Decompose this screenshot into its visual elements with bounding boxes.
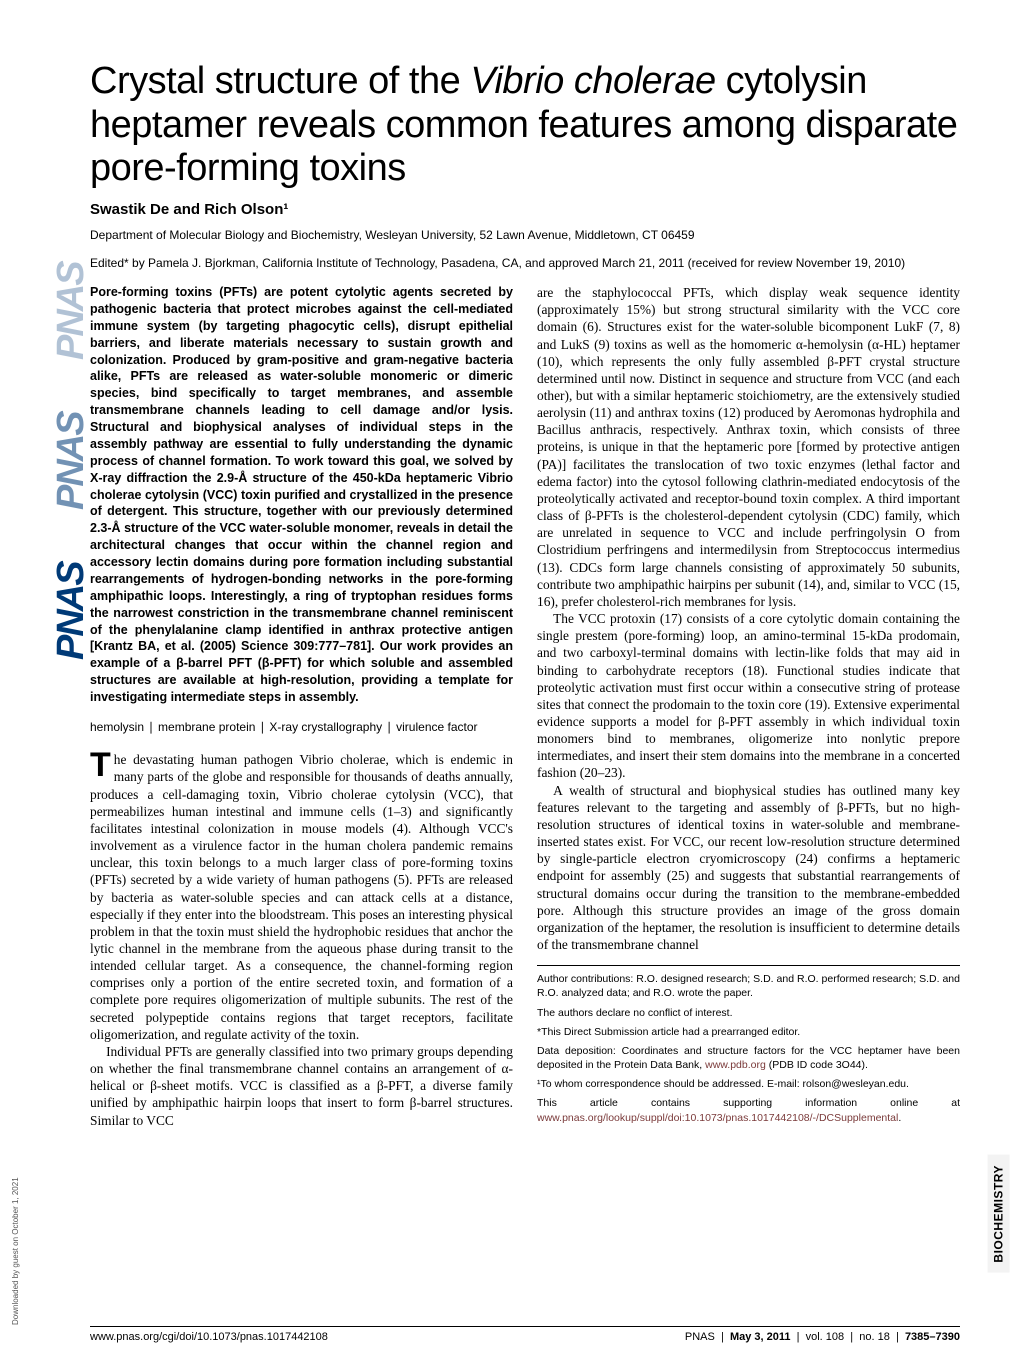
footnotes: Author contributions: R.O. designed rese… <box>537 965 960 1125</box>
footnote-correspond: ¹To whom correspondence should be addres… <box>537 1077 960 1091</box>
footnote-suppl-suffix: . <box>898 1112 901 1124</box>
footer-right: PNAS | May 3, 2011 | vol. 108 | no. 18 |… <box>685 1331 960 1343</box>
body-p4: The VCC protoxin (17) consists of a core… <box>537 610 960 782</box>
kw-1: hemolysin <box>90 720 144 734</box>
page-footer: www.pnas.org/cgi/doi/10.1073/pnas.101744… <box>90 1326 960 1343</box>
footnote-suppl: This article contains supporting informa… <box>537 1096 960 1124</box>
footer-doi: www.pnas.org/cgi/doi/10.1073/pnas.101744… <box>90 1331 328 1343</box>
dropcap: T <box>90 751 114 780</box>
affiliation: Department of Molecular Biology and Bioc… <box>90 228 960 242</box>
edited-by: Edited* by Pamela J. Bjorkman, Californi… <box>90 256 960 270</box>
footer-pages: 7385–7390 <box>905 1331 960 1343</box>
footnote-deposition: Data deposition: Coordinates and structu… <box>537 1044 960 1072</box>
body-p3: are the staphylococcal PFTs, which displ… <box>537 284 960 610</box>
footer-date: May 3, 2011 <box>730 1331 791 1343</box>
kw-4: virulence factor <box>396 720 477 734</box>
footnote-editor: *This Direct Submission article had a pr… <box>537 1025 960 1039</box>
authors: Swastik De and Rich Olson¹ <box>90 201 960 218</box>
abstract: Pore-forming toxins (PFTs) are potent cy… <box>90 284 513 706</box>
kw-2: membrane protein <box>158 720 255 734</box>
body-p1: The devastating human pathogen Vibrio ch… <box>90 751 513 1043</box>
footnote-dep-suffix: (PDB ID code 3O44). <box>766 1059 868 1071</box>
footnote-contrib: Author contributions: R.O. designed rese… <box>537 972 960 1000</box>
body-columns: Pore-forming toxins (PFTs) are potent cy… <box>90 284 960 1129</box>
footer-journal: PNAS <box>685 1331 715 1343</box>
title-italic: Vibrio cholerae <box>470 60 715 102</box>
pdb-link[interactable]: www.pdb.org <box>705 1059 766 1071</box>
article-title: Crystal structure of the Vibrio cholerae… <box>90 60 960 191</box>
suppl-link[interactable]: www.pnas.org/lookup/suppl/doi:10.1073/pn… <box>537 1112 898 1124</box>
footnote-conflict: The authors declare no conflict of inter… <box>537 1006 960 1020</box>
body-p1-text: he devastating human pathogen Vibrio cho… <box>90 752 513 1042</box>
kw-3: X-ray crystallography <box>269 720 382 734</box>
body-p5: A wealth of structural and biophysical s… <box>537 782 960 954</box>
title-prefix: Crystal structure of the <box>90 60 470 102</box>
footnote-suppl-prefix: This article contains supporting informa… <box>537 1097 960 1109</box>
keywords: hemolysin∣membrane protein∣X-ray crystal… <box>90 720 513 735</box>
body-p2: Individual PFTs are generally classified… <box>90 1043 513 1129</box>
footer-no: no. 18 <box>859 1331 890 1343</box>
footer-vol: vol. 108 <box>806 1331 845 1343</box>
